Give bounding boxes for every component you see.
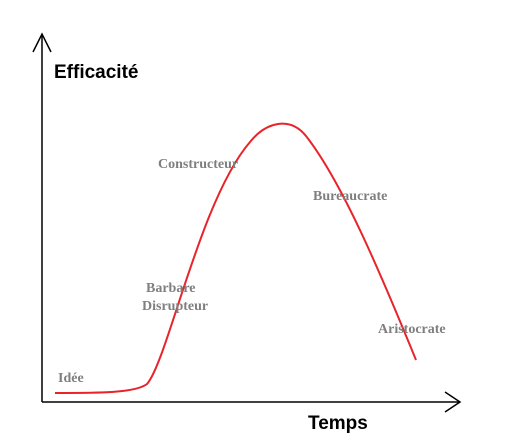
y-axis-label: Efficacité	[54, 62, 138, 83]
stage-label: Barbare	[146, 281, 196, 296]
y-axis-arrow	[32, 32, 52, 53]
stage-label: Disrupteur	[142, 299, 208, 314]
x-axis-arrow	[444, 391, 462, 413]
lifecycle-curve	[54, 122, 417, 394]
stage-label: Constructeur	[158, 157, 238, 172]
stage-label: Idée	[58, 371, 84, 386]
stage-label: Aristocrate	[378, 322, 446, 337]
axes	[32, 32, 462, 413]
x-axis-label: Temps	[308, 413, 368, 434]
stage-label: Bureaucrate	[313, 189, 387, 204]
